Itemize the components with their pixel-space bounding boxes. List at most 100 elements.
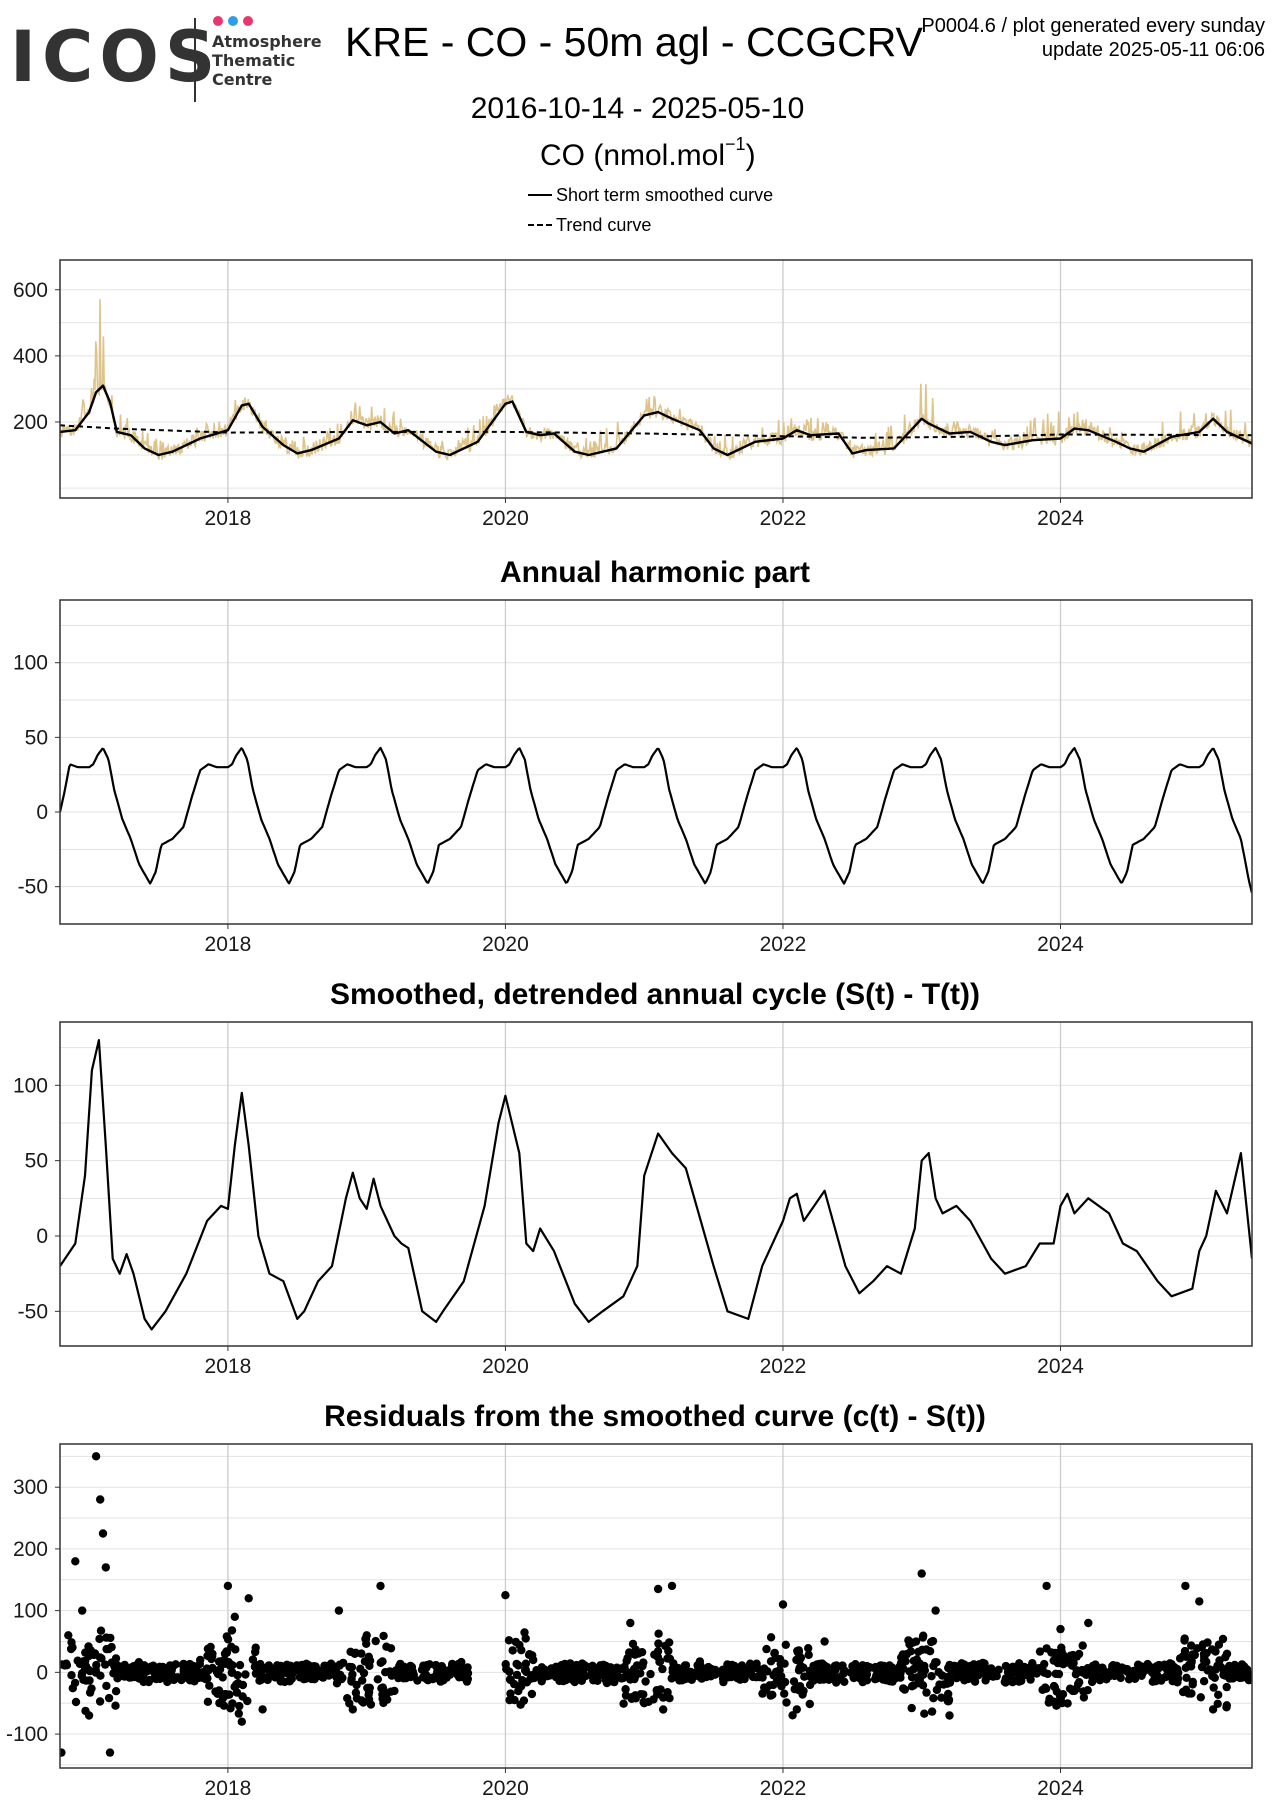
- residual-point: [532, 1666, 541, 1675]
- residual-point: [204, 1666, 213, 1675]
- residual-point: [937, 1693, 946, 1702]
- residual-point: [302, 1659, 311, 1668]
- residual-point: [1214, 1690, 1223, 1699]
- logo-dot-blue: [228, 16, 238, 26]
- series-smoothed: [60, 384, 1252, 457]
- residual-point: [1088, 1661, 1098, 1671]
- panel-2-title: Annual harmonic part: [499, 556, 811, 589]
- residual-point: [1211, 1647, 1220, 1656]
- residual-point: [794, 1647, 804, 1656]
- residual-point: [515, 1640, 524, 1650]
- residual-point: [501, 1591, 510, 1600]
- residual-point: [778, 1600, 788, 1609]
- residual-point: [1135, 1664, 1144, 1673]
- residual-point: [379, 1698, 388, 1708]
- x-tick-label: 2020: [482, 1355, 529, 1378]
- residual-point: [307, 1674, 316, 1684]
- y-tick-label: 50: [25, 1150, 48, 1173]
- residual-point: [1150, 1673, 1159, 1682]
- residual-point: [519, 1696, 529, 1705]
- residual-point: [556, 1666, 565, 1676]
- residual-point: [766, 1691, 775, 1700]
- residual-point: [621, 1685, 630, 1694]
- residual-point: [64, 1631, 73, 1640]
- residual-point: [218, 1693, 228, 1703]
- residual-point: [601, 1661, 611, 1671]
- residual-point: [1197, 1662, 1207, 1672]
- residual-point: [1216, 1662, 1226, 1672]
- residual-point: [915, 1675, 924, 1685]
- residual-point: [161, 1664, 171, 1674]
- residual-point: [365, 1661, 374, 1670]
- residual-point: [1078, 1641, 1087, 1650]
- residual-point: [277, 1670, 286, 1679]
- residual-point: [237, 1717, 246, 1726]
- panel-annual-harmonic: -50 0 50 100 2018 2020 2022 2024: [13, 599, 1253, 956]
- residual-point: [126, 1671, 135, 1680]
- legend-solid-line: [528, 194, 552, 196]
- series-detrended: [60, 1039, 1252, 1331]
- residual-point: [101, 1660, 110, 1669]
- residual-point: [357, 1697, 367, 1706]
- residual-point: [1208, 1705, 1218, 1714]
- residual-point: [1187, 1641, 1196, 1650]
- residual-point: [820, 1637, 829, 1646]
- residual-point: [555, 1676, 564, 1686]
- residual-point: [696, 1661, 705, 1670]
- residual-point: [120, 1660, 129, 1670]
- plot-frame: [59, 1443, 1253, 1769]
- y-tick-label: 0: [36, 1225, 48, 1248]
- residual-point: [917, 1569, 926, 1578]
- residual-point: [618, 1673, 628, 1683]
- residual-point: [945, 1662, 955, 1671]
- residual-point: [244, 1594, 253, 1603]
- residual-point: [137, 1671, 146, 1680]
- residual-point: [788, 1711, 797, 1720]
- residual-point: [1052, 1687, 1062, 1696]
- residual-point: [1218, 1634, 1228, 1644]
- logo-sub-line-3: Centre: [212, 70, 273, 89]
- residual-point: [804, 1644, 813, 1653]
- residual-point: [66, 1644, 76, 1654]
- residual-point: [313, 1666, 322, 1675]
- residual-point: [506, 1689, 515, 1698]
- residual-point: [1222, 1682, 1231, 1692]
- residual-point: [514, 1686, 523, 1696]
- residual-point: [625, 1648, 634, 1657]
- plot-frame: [59, 259, 1253, 499]
- residual-point: [622, 1656, 631, 1666]
- residual-point: [944, 1673, 954, 1683]
- residual-point: [760, 1664, 769, 1673]
- residual-point: [789, 1677, 799, 1686]
- residual-point: [60, 1748, 66, 1757]
- residual-point: [95, 1634, 104, 1644]
- residual-point: [681, 1661, 691, 1670]
- residual-point: [928, 1636, 938, 1646]
- residual-point: [646, 1669, 655, 1679]
- residual-point: [907, 1703, 916, 1713]
- x-tick-label: 2018: [205, 1777, 252, 1800]
- residual-point: [280, 1677, 289, 1687]
- residual-point: [227, 1626, 237, 1635]
- unit-close: ): [745, 139, 756, 172]
- residual-point: [920, 1709, 929, 1718]
- residual-point: [780, 1689, 789, 1698]
- residual-point: [348, 1705, 357, 1714]
- residual-point: [1187, 1658, 1196, 1667]
- residual-point: [1173, 1672, 1182, 1682]
- residual-point: [561, 1675, 571, 1685]
- residual-point: [241, 1670, 250, 1679]
- chart-main-title: KRE - CO - 50m agl - CCGCRV: [345, 19, 923, 65]
- residual-point: [1017, 1676, 1026, 1686]
- residual-point: [659, 1705, 668, 1714]
- residual-point: [1026, 1670, 1035, 1679]
- residual-point: [437, 1668, 446, 1677]
- residual-point: [265, 1670, 274, 1680]
- residual-point: [226, 1704, 235, 1713]
- residual-point: [1223, 1672, 1233, 1681]
- legend: Short term smoothed curve Trend curve: [528, 180, 773, 240]
- residual-point: [932, 1685, 942, 1695]
- y-tick-label: -50: [18, 876, 48, 899]
- x-tick-label: 2018: [205, 507, 252, 530]
- logo-wordmark: ICOS: [10, 16, 222, 98]
